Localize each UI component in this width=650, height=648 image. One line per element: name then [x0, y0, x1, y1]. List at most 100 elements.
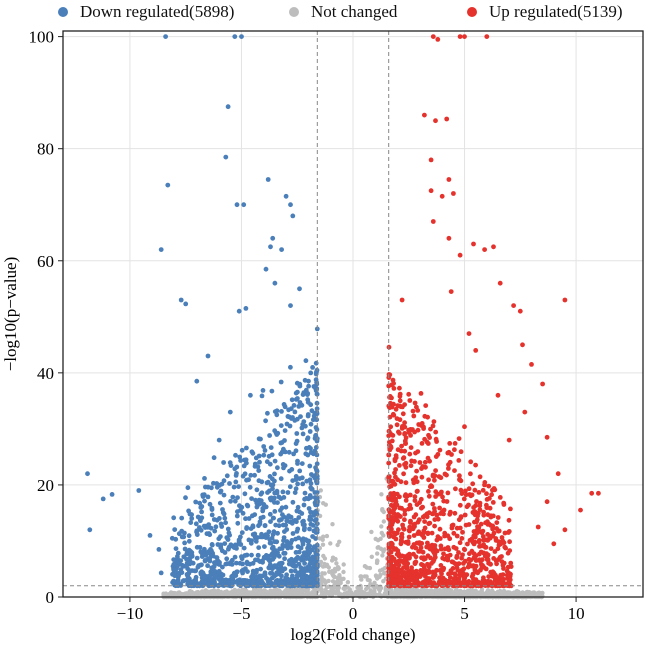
point-not-changed [446, 587, 451, 592]
point-down-regulated [272, 458, 278, 464]
point-up-regulated [502, 530, 508, 536]
point-up-regulated [445, 533, 451, 539]
point-down-regulated [225, 104, 231, 110]
point-down-regulated [184, 556, 189, 562]
point-up-regulated [401, 526, 407, 532]
point-up-regulated [426, 570, 432, 575]
point-down-regulated [262, 523, 268, 528]
point-down-regulated [176, 561, 182, 566]
point-up-regulated [446, 466, 451, 471]
point-up-regulated [403, 441, 408, 446]
point-down-regulated [313, 360, 319, 366]
point-down-regulated [263, 418, 268, 424]
point-down-regulated [218, 534, 223, 539]
point-down-regulated [309, 486, 314, 492]
point-down-regulated [256, 436, 262, 442]
point-down-regulated [179, 515, 185, 521]
point-down-regulated [197, 500, 203, 506]
point-up-regulated [406, 391, 412, 397]
legend: Down regulated(5898) Not changed Up regu… [0, 0, 650, 26]
point-up-regulated [456, 550, 461, 555]
point-down-regulated [171, 557, 177, 562]
point-down-regulated [288, 568, 294, 574]
point-up-regulated [430, 34, 436, 39]
point-down-regulated [223, 520, 229, 526]
point-down-regulated [236, 308, 242, 314]
point-up-regulated [457, 34, 463, 39]
point-down-regulated [249, 449, 255, 455]
point-down-regulated [178, 583, 184, 588]
point-not-changed [442, 594, 447, 599]
point-up-regulated [432, 473, 438, 479]
point-up-regulated [419, 421, 425, 426]
point-down-regulated [261, 444, 267, 449]
point-down-regulated [244, 525, 250, 530]
point-up-regulated [445, 490, 451, 496]
x-tick-label: 5 [460, 604, 469, 623]
point-up-regulated [417, 460, 423, 465]
point-not-changed [190, 591, 195, 597]
point-up-regulated [394, 517, 400, 523]
point-down-regulated [227, 481, 232, 486]
point-down-regulated [225, 537, 231, 542]
point-up-regulated [454, 555, 460, 560]
point-not-changed [269, 589, 274, 594]
point-down-regulated [272, 539, 278, 545]
y-tick-label: 20 [37, 476, 54, 495]
point-up-regulated [433, 118, 438, 124]
point-down-regulated [314, 380, 319, 385]
point-down-regulated [193, 499, 199, 505]
point-up-regulated [508, 564, 514, 569]
point-down-regulated [291, 403, 297, 408]
point-up-regulated [469, 548, 475, 554]
point-down-regulated [290, 583, 295, 589]
point-up-regulated [416, 529, 422, 535]
point-down-regulated [246, 516, 252, 521]
point-down-regulated [261, 452, 267, 458]
point-down-regulated [211, 455, 217, 461]
point-down-regulated [194, 532, 200, 537]
point-down-regulated [193, 521, 199, 527]
point-down-regulated [220, 572, 226, 578]
point-up-regulated [460, 529, 465, 535]
point-down-regulated [289, 520, 295, 526]
point-up-regulated [397, 398, 403, 404]
point-up-regulated [413, 475, 419, 480]
point-down-regulated [293, 441, 299, 446]
point-up-regulated [397, 569, 403, 575]
point-down-regulated [305, 452, 311, 458]
point-down-regulated [283, 504, 289, 510]
point-up-regulated [462, 424, 467, 430]
point-up-regulated [486, 483, 492, 489]
point-down-regulated [307, 463, 313, 469]
point-up-regulated [428, 157, 434, 163]
point-up-regulated [589, 490, 595, 496]
point-down-regulated [303, 358, 309, 364]
point-up-regulated [459, 536, 465, 541]
point-not-changed [226, 591, 232, 597]
point-down-regulated [87, 527, 93, 533]
point-up-regulated [393, 467, 398, 472]
point-down-regulated [293, 536, 298, 542]
point-up-regulated [410, 408, 416, 414]
point-up-regulated [462, 575, 467, 581]
point-down-regulated [252, 472, 257, 478]
point-down-regulated [282, 449, 288, 455]
point-not-changed [321, 553, 326, 559]
point-not-changed [383, 587, 388, 592]
point-down-regulated [300, 539, 306, 545]
point-down-regulated [280, 512, 285, 518]
point-down-regulated [224, 473, 230, 479]
point-down-regulated [272, 509, 278, 514]
point-up-regulated [466, 579, 472, 584]
point-down-regulated [212, 528, 218, 534]
point-up-regulated [544, 499, 550, 505]
point-up-regulated [481, 575, 486, 581]
point-down-regulated [185, 573, 191, 579]
point-up-regulated [448, 509, 453, 515]
point-down-regulated [248, 392, 253, 398]
point-up-regulated [506, 437, 512, 443]
point-down-regulated [220, 564, 225, 570]
point-down-regulated [298, 414, 303, 419]
